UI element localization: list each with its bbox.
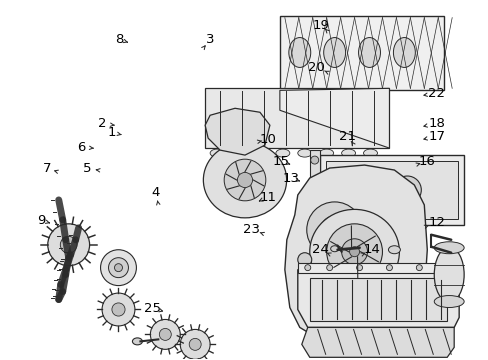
Circle shape <box>310 156 318 164</box>
Ellipse shape <box>288 37 310 67</box>
Ellipse shape <box>210 149 224 157</box>
Ellipse shape <box>323 37 345 67</box>
Circle shape <box>329 225 339 235</box>
Text: 25: 25 <box>144 302 161 315</box>
Circle shape <box>224 159 265 201</box>
Circle shape <box>150 319 180 349</box>
Circle shape <box>349 247 359 257</box>
Circle shape <box>344 270 364 289</box>
Text: 20: 20 <box>307 60 325 73</box>
Text: 24: 24 <box>311 243 328 256</box>
Ellipse shape <box>297 149 311 157</box>
Circle shape <box>341 239 367 265</box>
Circle shape <box>310 206 318 214</box>
Circle shape <box>334 183 348 197</box>
Circle shape <box>332 258 376 302</box>
Circle shape <box>367 183 381 197</box>
Polygon shape <box>301 328 453 357</box>
Polygon shape <box>297 268 458 328</box>
Text: 23: 23 <box>243 223 260 236</box>
Text: 4: 4 <box>151 186 160 199</box>
Circle shape <box>360 176 387 204</box>
Circle shape <box>60 237 77 253</box>
Circle shape <box>320 216 348 244</box>
Circle shape <box>327 176 355 204</box>
Bar <box>309 278 447 321</box>
Circle shape <box>386 265 392 271</box>
Circle shape <box>189 338 201 350</box>
Ellipse shape <box>433 296 463 307</box>
Circle shape <box>355 303 383 332</box>
Text: 5: 5 <box>83 162 92 175</box>
Ellipse shape <box>253 149 267 157</box>
Text: 6: 6 <box>77 140 85 153</box>
Text: 3: 3 <box>206 33 214 46</box>
Circle shape <box>237 172 252 188</box>
Ellipse shape <box>393 37 414 67</box>
Circle shape <box>48 224 89 266</box>
Polygon shape <box>285 165 427 341</box>
Circle shape <box>400 183 413 197</box>
Text: 10: 10 <box>259 133 276 146</box>
Ellipse shape <box>319 149 333 157</box>
Circle shape <box>102 293 135 326</box>
Polygon shape <box>205 108 269 155</box>
Ellipse shape <box>363 149 377 157</box>
Ellipse shape <box>275 149 289 157</box>
Ellipse shape <box>341 149 355 157</box>
Text: 16: 16 <box>418 155 435 168</box>
Text: 1: 1 <box>107 126 116 139</box>
Ellipse shape <box>132 338 142 345</box>
Text: 8: 8 <box>114 33 123 46</box>
Circle shape <box>297 253 311 267</box>
Text: 2: 2 <box>98 117 106 130</box>
Ellipse shape <box>358 37 380 67</box>
Circle shape <box>180 329 210 359</box>
Text: 14: 14 <box>363 243 380 256</box>
Circle shape <box>310 181 318 189</box>
Circle shape <box>393 176 421 204</box>
Circle shape <box>326 265 332 271</box>
Text: 17: 17 <box>427 130 445 143</box>
Text: 21: 21 <box>339 130 356 143</box>
Circle shape <box>312 288 326 302</box>
Circle shape <box>415 265 422 271</box>
Circle shape <box>101 250 136 285</box>
Bar <box>279 15 443 90</box>
Text: 22: 22 <box>427 87 445 100</box>
Circle shape <box>306 202 362 258</box>
Text: 13: 13 <box>282 172 299 185</box>
Ellipse shape <box>309 210 399 294</box>
Circle shape <box>356 265 362 271</box>
Text: 12: 12 <box>427 216 445 229</box>
Circle shape <box>108 258 128 278</box>
Bar <box>319 155 463 225</box>
Text: 9: 9 <box>37 214 45 227</box>
Text: 19: 19 <box>312 19 329 32</box>
Bar <box>309 150 319 225</box>
Circle shape <box>114 264 122 272</box>
Ellipse shape <box>387 246 400 254</box>
Ellipse shape <box>232 149 245 157</box>
Ellipse shape <box>433 247 463 302</box>
Text: 18: 18 <box>427 117 445 130</box>
Bar <box>205 88 388 148</box>
Circle shape <box>159 328 171 340</box>
Polygon shape <box>279 88 388 148</box>
Bar <box>325 161 457 219</box>
Ellipse shape <box>330 246 338 252</box>
Ellipse shape <box>433 242 463 254</box>
Circle shape <box>443 265 449 271</box>
Ellipse shape <box>203 142 286 218</box>
Circle shape <box>326 224 382 280</box>
Bar <box>297 263 458 273</box>
Circle shape <box>304 265 310 271</box>
Text: 7: 7 <box>43 162 51 175</box>
Text: 11: 11 <box>259 191 276 204</box>
Circle shape <box>112 303 125 316</box>
Text: 15: 15 <box>272 155 289 168</box>
